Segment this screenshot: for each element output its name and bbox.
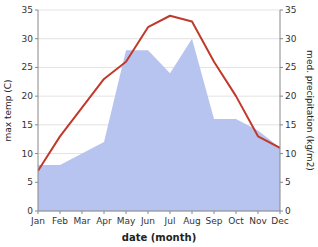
y-tick-label: 10	[22, 149, 34, 159]
y-axis-label: max temp (C)	[3, 79, 13, 141]
x-tick	[104, 211, 105, 214]
x-tick-label: May	[117, 216, 136, 226]
x-axis-label: date (month)	[122, 232, 196, 243]
y2-tick	[280, 182, 283, 183]
y-tick-label: 25	[22, 62, 33, 72]
x-tick-label: Jul	[164, 216, 176, 226]
y2-tick-label: 30	[285, 34, 297, 44]
y-tick-label: 20	[22, 91, 34, 101]
y2-axis-label: med. precipitation (kg/m2)	[305, 50, 315, 171]
x-tick-label: Mar	[74, 216, 91, 226]
x-tick	[214, 211, 215, 214]
y-axis	[38, 10, 39, 211]
x-tick-label: Apr	[96, 216, 112, 226]
y-tick	[35, 38, 38, 39]
temperature-line	[38, 16, 280, 171]
y-tick-label: 0	[27, 206, 33, 216]
grid-line	[38, 38, 280, 39]
y2-tick-label: 5	[285, 177, 291, 187]
y-tick	[35, 10, 38, 11]
x-tick-label: Feb	[52, 216, 68, 226]
y-tick	[35, 124, 38, 125]
x-tick	[170, 211, 171, 214]
grid-line	[38, 211, 280, 212]
y2-tick-label: 0	[285, 206, 291, 216]
y2-tick	[280, 67, 283, 68]
y2-tick	[280, 38, 283, 39]
x-tick	[148, 211, 149, 214]
x-tick-label: Sep	[206, 216, 223, 226]
y-tick	[35, 182, 38, 183]
x-tick-label: Nov	[249, 216, 267, 226]
x-tick	[126, 211, 127, 214]
x-tick	[38, 211, 39, 214]
y-tick	[35, 96, 38, 97]
x-tick-label: Oct	[228, 216, 244, 226]
x-tick-label: Dec	[271, 216, 288, 226]
y-tick	[35, 67, 38, 68]
x-tick	[82, 211, 83, 214]
y2-tick-label: 10	[285, 149, 297, 159]
y2-tick-label: 15	[285, 120, 296, 130]
y2-tick-label: 20	[285, 91, 297, 101]
x-tick	[236, 211, 237, 214]
x-tick	[192, 211, 193, 214]
chart: 0 5 10 15 20 25 30 35 0 5 10 15 20 25 30 35 Jan Feb Mar Apr…	[0, 0, 318, 247]
y-tick	[35, 153, 38, 154]
y-tick-label: 30	[22, 34, 34, 44]
y2-axis	[280, 10, 281, 211]
plot-area	[38, 16, 280, 211]
y2-tick	[280, 96, 283, 97]
x-tick-label: Aug	[183, 216, 201, 226]
x-axis	[38, 211, 280, 212]
y2-tick	[280, 153, 283, 154]
x-tick-label: Jan	[30, 216, 45, 226]
y-tick-label: 15	[22, 120, 33, 130]
y-tick-label: 35	[22, 5, 33, 15]
x-tick	[60, 211, 61, 214]
precipitation-area	[38, 39, 280, 211]
y-tick-label: 5	[27, 177, 33, 187]
x-tick	[258, 211, 259, 214]
x-tick-label: Jun	[140, 216, 155, 226]
y2-tick	[280, 10, 283, 11]
y2-tick-label: 35	[285, 5, 296, 15]
y2-tick	[280, 124, 283, 125]
y2-tick-label: 25	[285, 62, 296, 72]
x-tick	[280, 211, 281, 214]
grid-line	[38, 10, 280, 11]
